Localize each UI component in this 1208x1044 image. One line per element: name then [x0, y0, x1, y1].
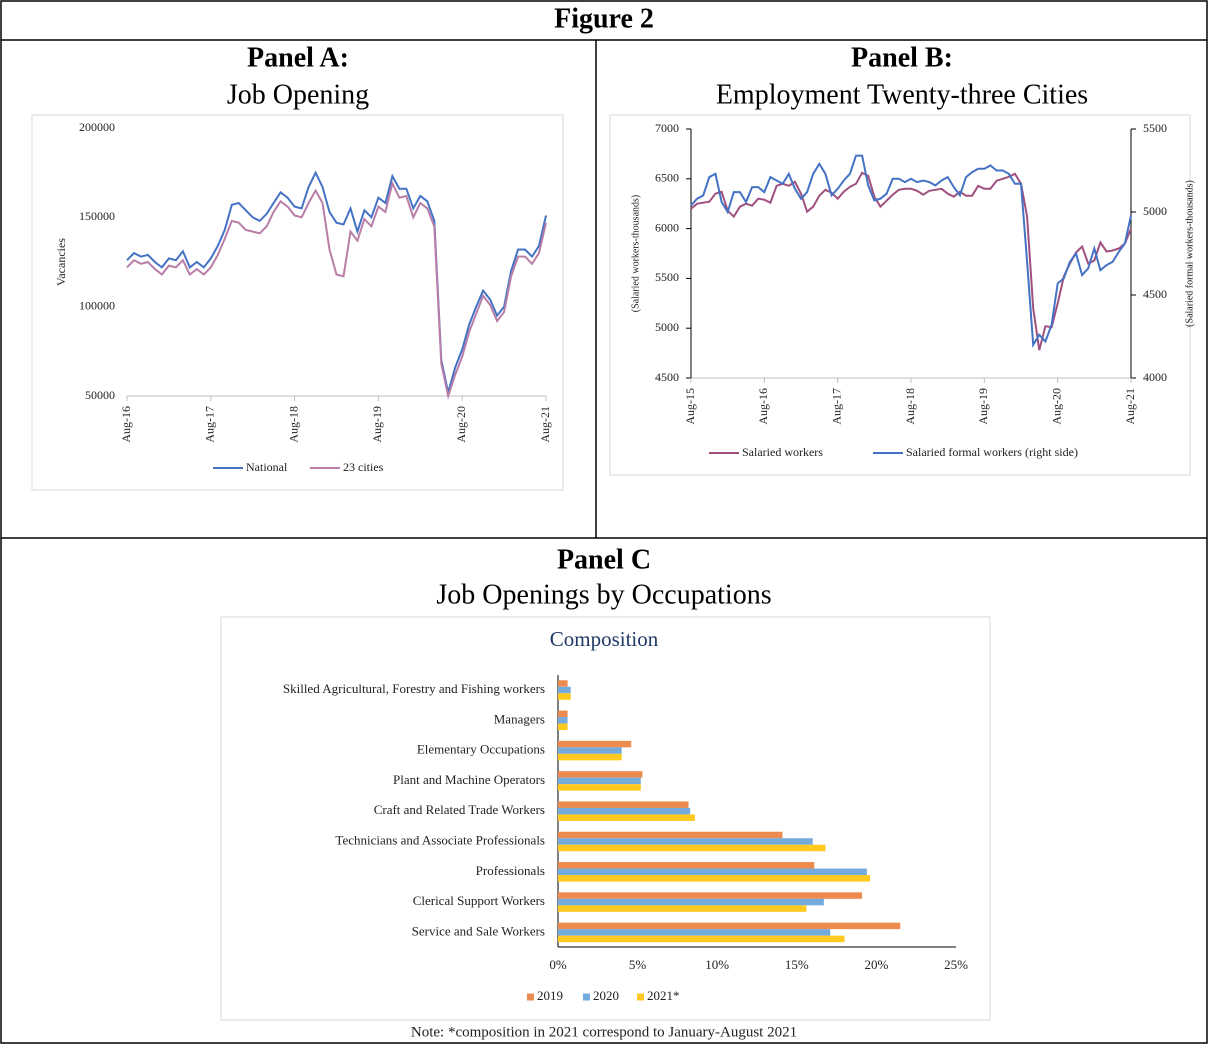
x-tick-label: 5% [629, 957, 647, 972]
y-axis-label: (Salaried workers-thousands) [630, 195, 641, 312]
note: Note: *composition in 2021 correspond to… [411, 1024, 797, 1040]
category-label: Service and Sale Workers [412, 923, 545, 938]
category-label: Managers [494, 711, 545, 726]
bar [558, 898, 824, 906]
x-tick-label: 20% [864, 957, 888, 972]
x-tick-label: Aug-17 [203, 406, 217, 443]
y-tick-label: 100000 [79, 298, 115, 312]
y-tick-label: 150000 [79, 209, 115, 223]
x-tick-label: 15% [785, 957, 809, 972]
legend-swatch [527, 993, 534, 1001]
x-tick-label: Aug-18 [903, 388, 917, 425]
panel-title: Panel A: [247, 42, 349, 73]
legend-label: 2020 [593, 988, 619, 1003]
y-tick-label: 6500 [655, 171, 679, 185]
category-label: Plant and Machine Operators [393, 772, 545, 787]
series-line [690, 154, 1132, 348]
y2-tick-label: 4500 [1143, 287, 1167, 301]
y-tick-label: 6000 [655, 220, 679, 234]
bar [558, 740, 632, 748]
figure-title: Figure 2 [554, 3, 654, 34]
bar [558, 801, 689, 808]
series-line [126, 170, 547, 393]
x-tick-label: 25% [944, 957, 968, 972]
panel-title: Panel C [557, 544, 651, 575]
x-tick-label: Aug-21 [538, 406, 552, 443]
y-tick-label: 7000 [655, 121, 679, 135]
legend-label: 2019 [537, 988, 563, 1003]
bar [558, 838, 813, 845]
panel-subtitle: Employment Twenty-three Cities [716, 79, 1088, 110]
bar [558, 717, 568, 724]
x-tick-label: Aug-21 [1123, 388, 1137, 425]
bar [558, 723, 568, 731]
x-tick-label: Aug-19 [976, 388, 990, 425]
bar [558, 831, 783, 839]
bar [558, 784, 641, 791]
x-tick-label: Aug-20 [454, 406, 468, 443]
bar [558, 807, 691, 815]
category-label: Craft and Related Trade Workers [374, 802, 545, 817]
bar [558, 922, 901, 930]
legend-label: National [246, 460, 288, 474]
y2-tick-label: 5500 [1143, 121, 1167, 135]
chart-box [609, 114, 1191, 476]
series-line [126, 180, 547, 400]
y2-tick-label: 4000 [1143, 370, 1167, 384]
y-axis-label: Vacancies [54, 238, 68, 286]
legend-label: Salaried workers [742, 445, 823, 459]
panel-title: Panel B: [851, 42, 953, 73]
bar [558, 777, 641, 785]
x-tick-label: Aug-19 [370, 406, 384, 443]
panel-subtitle: Job Openings by Occupations [436, 579, 771, 610]
x-tick-label: Aug-16 [756, 388, 770, 425]
y-tick-label: 5000 [655, 320, 679, 334]
category-label: Clerical Support Workers [413, 893, 545, 908]
bar [558, 747, 622, 754]
category-label: Elementary Occupations [417, 742, 545, 757]
y-tick-label: 4500 [655, 370, 679, 384]
bar [558, 905, 807, 912]
y2-tick-label: 5000 [1143, 204, 1167, 218]
bar [558, 862, 815, 869]
category-label: Skilled Agricultural, Forestry and Fishi… [283, 681, 545, 696]
x-tick-label: 10% [705, 957, 729, 972]
bar [558, 686, 571, 694]
y-tick-label: 5500 [655, 270, 679, 284]
chart-box [31, 114, 564, 491]
y2-axis-label: (Salaried formal workers-thousands) [1184, 180, 1195, 327]
x-tick-label: Aug-15 [683, 388, 697, 425]
bar [558, 868, 867, 876]
x-tick-label: Aug-17 [829, 388, 843, 425]
legend-label: 23 cities [343, 460, 384, 474]
bar [558, 875, 871, 882]
x-tick-label: Aug-20 [1049, 388, 1063, 425]
inner-title: Composition [550, 627, 659, 651]
y-tick-label: 200000 [79, 120, 115, 134]
category-label: Professionals [476, 863, 545, 878]
x-tick-label: 0% [549, 957, 567, 972]
legend-label: 2021* [647, 988, 680, 1003]
x-tick-label: Aug-18 [286, 406, 300, 443]
bar [558, 753, 622, 761]
legend-label: Salaried formal workers (right side) [906, 445, 1078, 459]
bar [558, 892, 863, 899]
bar [558, 771, 643, 778]
legend-swatch [583, 993, 590, 1001]
series-line [690, 171, 1132, 351]
panel-subtitle: Job Opening [227, 79, 369, 110]
bar [558, 710, 568, 718]
bar [558, 935, 845, 943]
category-label: Technicians and Associate Professionals [335, 832, 545, 847]
bar [558, 680, 568, 687]
bar [558, 929, 831, 936]
y-tick-label: 50000 [85, 388, 115, 402]
bar [558, 693, 571, 700]
x-tick-label: Aug-16 [119, 406, 133, 443]
legend-swatch [637, 993, 644, 1001]
bar [558, 844, 826, 852]
bar [558, 814, 695, 821]
